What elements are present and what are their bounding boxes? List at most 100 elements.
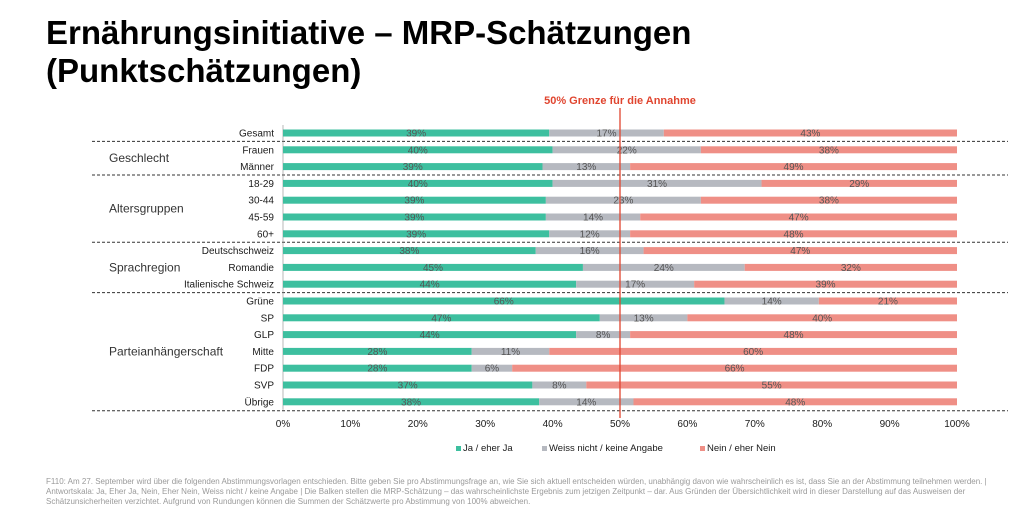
data-label-weiss: 8% [552,381,567,392]
data-label-weiss: 8% [596,330,611,341]
bar-nein [744,263,957,271]
data-label-nein: 38% [819,145,839,156]
data-label-ja: 37% [398,381,418,392]
data-label-weiss: 14% [762,297,782,308]
data-label-nein: 66% [725,364,745,375]
legend-swatch [456,446,461,451]
row-label: Gesamt [239,129,274,140]
bar-nein [633,398,957,406]
data-label-weiss: 13% [634,313,654,324]
bar-ja [283,129,550,137]
data-label-ja: 39% [406,129,426,140]
data-label-nein: 47% [790,246,810,257]
data-label-weiss: 6% [485,364,500,375]
group-label: Parteianhängerschaft [109,344,224,358]
data-label-weiss: 17% [597,129,617,140]
bar-ja [283,179,553,187]
legend-label: Ja / eher Ja [463,443,513,454]
data-label-weiss: 23% [613,196,633,207]
data-label-ja: 44% [420,280,440,291]
row-label: 18-29 [248,179,274,190]
bar-weiss [542,163,631,171]
data-label-weiss: 13% [576,162,596,173]
data-label-weiss: 14% [576,397,596,408]
bar-nein [512,364,957,372]
row-label: 60+ [257,229,274,240]
bar-nein [700,146,957,154]
data-label-ja: 28% [367,347,387,358]
legend-swatch [700,446,705,451]
row-label: SP [261,313,275,324]
bar-nein [694,280,957,288]
bar-nein [586,381,957,389]
bar-weiss [545,196,701,204]
data-label-weiss: 22% [617,145,637,156]
data-label-weiss: 17% [625,280,645,291]
row-label: 30-44 [248,196,274,207]
data-label-ja: 39% [403,162,423,173]
bar-ja [283,364,472,372]
legend-swatch [542,446,547,451]
bar-weiss [552,146,701,154]
data-label-ja: 44% [420,330,440,341]
bar-weiss [552,179,762,187]
data-label-ja: 28% [367,364,387,375]
x-tick-label: 50% [610,419,630,430]
page-title: Ernährungsinitiative – MRP-Schätzungen (… [46,14,692,89]
x-tick-label: 90% [880,419,900,430]
data-label-nein: 32% [841,263,861,274]
data-label-nein: 48% [785,397,805,408]
bar-ja [283,314,600,322]
bar-weiss [549,230,631,238]
row-label: Romandie [228,263,274,274]
footnote: F110: Am 27. September wird über die fol… [46,477,987,506]
data-label-ja: 38% [401,397,421,408]
legend-label: Weiss nicht / keine Angabe [549,443,663,454]
bar-ja [283,146,553,154]
bar-weiss [582,263,745,271]
x-tick-label: 40% [543,419,563,430]
bar-ja [283,331,577,339]
data-label-nein: 43% [800,129,820,140]
x-tick-label: 20% [408,419,428,430]
row-label: Italienische Schweiz [184,280,274,291]
bar-ja [283,230,550,238]
data-label-nein: 49% [784,162,804,173]
bar-ja [283,398,540,406]
group-label: Altersgruppen [109,202,184,216]
row-label: SVP [254,381,274,392]
data-label-weiss: 16% [580,246,600,257]
x-tick-label: 80% [812,419,832,430]
stacked-bar-chart: Geschlecht Altersgruppen Sprachregion Parte… [92,95,1008,454]
bar-nein [643,247,957,255]
bar-nein [630,163,957,171]
data-label-nein: 48% [784,229,804,240]
data-label-ja: 40% [408,145,428,156]
threshold-label: 50% Grenze für die Annahme [544,95,696,107]
x-tick-label: 60% [677,419,697,430]
bar-weiss [549,129,664,137]
x-tick-label: 100% [944,419,970,430]
bar-nein [761,179,957,187]
x-tick-label: 30% [475,419,495,430]
data-label-ja: 38% [399,246,419,257]
bar-ja [283,280,577,288]
bar-weiss [471,347,550,355]
data-label-ja: 40% [408,179,428,190]
bar-ja [283,381,533,389]
bar-weiss [576,331,631,339]
bar-nein [549,347,957,355]
data-label-nein: 48% [784,330,804,341]
data-label-nein: 47% [789,213,809,224]
bar-ja [283,213,546,221]
row-label: Deutschschweiz [202,246,274,257]
data-label-weiss: 24% [654,263,674,274]
row-label: Frauen [242,145,274,156]
x-tick-label: 0% [276,419,291,430]
group-label: Geschlecht [109,151,170,165]
bar-weiss [545,213,641,221]
data-label-nein: 39% [816,280,836,291]
bar-nein [630,331,957,339]
bar-ja [283,196,546,204]
x-tick-label: 10% [340,419,360,430]
